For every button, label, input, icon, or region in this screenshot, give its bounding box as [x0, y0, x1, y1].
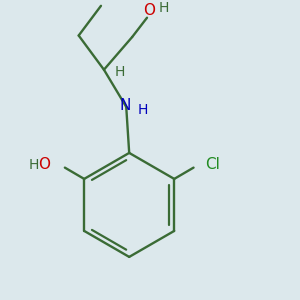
Text: H: H [158, 1, 169, 15]
Text: H: H [28, 158, 39, 172]
Text: Cl: Cl [205, 157, 220, 172]
Text: H: H [137, 103, 148, 117]
Text: O: O [39, 157, 51, 172]
Text: O: O [143, 3, 155, 18]
Text: N: N [119, 98, 130, 113]
Text: H: H [115, 65, 125, 79]
